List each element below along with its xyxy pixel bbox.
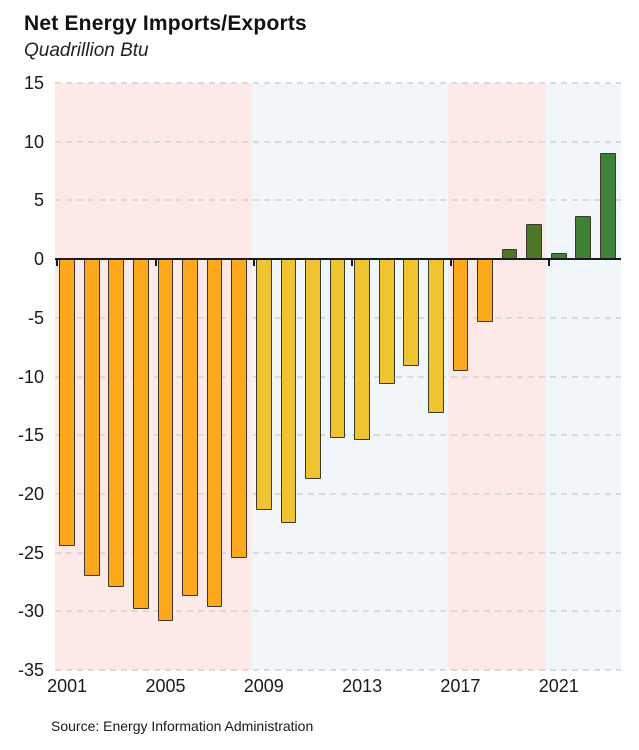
bar-2003 bbox=[108, 259, 125, 587]
y-tick-label-5: 5 bbox=[33, 190, 44, 211]
bar-2022 bbox=[575, 215, 592, 260]
x-tick-mark-2013 bbox=[351, 259, 354, 267]
bar-2013 bbox=[354, 259, 370, 440]
bar-2005 bbox=[157, 259, 174, 621]
bar-2002 bbox=[83, 259, 100, 577]
x-tick-label-2013: 2013 bbox=[342, 676, 383, 696]
chart-units-label: Quadrillion Btu bbox=[24, 40, 149, 61]
x-tick-label-2009: 2009 bbox=[243, 676, 284, 696]
x-tick-label-2017: 2017 bbox=[440, 676, 481, 696]
x-tick-mark-2001 bbox=[56, 259, 59, 267]
bar-2001 bbox=[59, 259, 75, 546]
x-tick-label-2005: 2005 bbox=[145, 676, 186, 696]
bar-2017 bbox=[452, 259, 469, 371]
source-note: Source: Energy Information Administratio… bbox=[51, 718, 314, 734]
y-axis-labels: 15 10 5 0 -5 -10 -15 -20 -25 -30 -35 bbox=[0, 73, 44, 680]
x-tick-mark-2021 bbox=[547, 259, 550, 267]
bar-2018 bbox=[477, 259, 493, 323]
x-tick-mark-2009 bbox=[252, 259, 255, 267]
x-tick-mark-2017 bbox=[449, 259, 452, 267]
y-tick-label-15: 15 bbox=[23, 73, 44, 93]
y-tick-label--25: -25 bbox=[17, 542, 44, 563]
bar-2016 bbox=[428, 259, 444, 413]
bar-2004 bbox=[133, 259, 149, 609]
gridline-y--20 bbox=[55, 492, 621, 495]
x-tick-mark-2005 bbox=[154, 259, 157, 267]
gridline-y--35 bbox=[55, 669, 621, 671]
zero-axis-line bbox=[55, 258, 621, 261]
gridline-y--30 bbox=[55, 610, 621, 613]
bar-2011 bbox=[305, 259, 321, 479]
y-tick-label--35: -35 bbox=[17, 660, 44, 680]
y-tick-label--10: -10 bbox=[17, 366, 44, 387]
bar-2008 bbox=[231, 259, 248, 559]
y-tick-label-10: 10 bbox=[23, 131, 44, 152]
plot-area bbox=[55, 82, 621, 671]
bar-2012 bbox=[329, 259, 346, 438]
gridline-y-15 bbox=[55, 82, 621, 84]
x-tick-label-2001: 2001 bbox=[47, 676, 88, 696]
bar-2014 bbox=[378, 259, 395, 384]
bar-2023 bbox=[600, 153, 616, 260]
y-tick-label-0: 0 bbox=[33, 249, 44, 270]
y-tick-label--30: -30 bbox=[17, 601, 44, 622]
chart-title: Net Energy Imports/Exports bbox=[24, 12, 307, 35]
bar-2009 bbox=[255, 259, 272, 511]
gridline-y-10 bbox=[55, 140, 621, 143]
y-tick-label--15: -15 bbox=[17, 425, 44, 446]
bar-2006 bbox=[182, 259, 198, 597]
bar-2007 bbox=[206, 259, 223, 607]
y-tick-label--5: -5 bbox=[27, 307, 44, 328]
gridline-y--25 bbox=[55, 551, 621, 554]
bar-2020 bbox=[526, 223, 542, 260]
bar-2010 bbox=[280, 259, 297, 524]
gridline-y-5 bbox=[55, 199, 621, 202]
x-tick-label-2021: 2021 bbox=[538, 676, 579, 696]
y-tick-label--20: -20 bbox=[17, 483, 44, 504]
bar-2015 bbox=[403, 259, 420, 366]
